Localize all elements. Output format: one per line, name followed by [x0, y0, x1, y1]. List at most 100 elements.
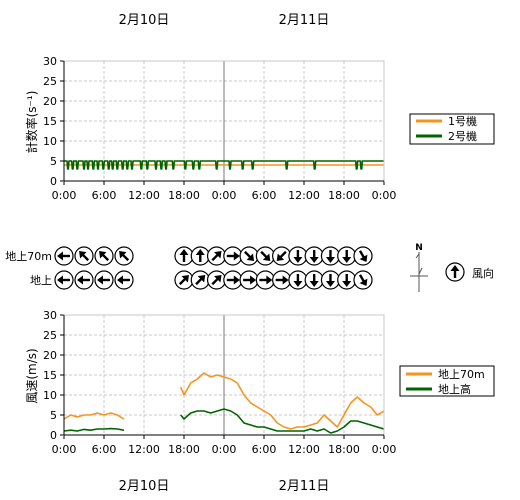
wind-arrow-upper	[190, 246, 210, 266]
legend-unit1-label: 1号機	[448, 114, 477, 128]
count-rate-xtick-label: 6:00	[252, 189, 277, 202]
wind-legend-arrow	[445, 262, 465, 282]
date-top-day1: 2月10日	[119, 13, 170, 28]
count-rate-ytick-label: 25	[43, 75, 57, 88]
wind-speed-series-1-line	[63, 427, 125, 432]
legend-70m-label: 地上70m	[438, 368, 485, 381]
wind-arrow-lower	[114, 270, 134, 290]
compass-north-mark	[415, 252, 423, 275]
wind-speed-ytick-label: 30	[43, 309, 57, 322]
wind-speed-xtick-label: 6:00	[92, 443, 117, 456]
wind-direction-legend-icon	[445, 262, 465, 282]
count-rate-series-1-line	[64, 160, 384, 170]
wind-speed-series-0-line	[179, 372, 385, 430]
wind-arrow-upper	[353, 246, 373, 266]
wind-speed-grid	[64, 314, 384, 435]
wind-arrow-lower	[239, 270, 259, 290]
wind-arrow-lower	[94, 270, 114, 290]
wind-speed-ytick-label: 5	[50, 409, 57, 422]
wind-speed-legend-box	[399, 365, 495, 397]
wind-speed-ytick-label: 0	[50, 429, 57, 442]
date-top-day2: 2月11日	[279, 13, 330, 28]
count-rate-legend-box	[409, 113, 495, 145]
wind-row-label-ground: 地上	[30, 274, 52, 287]
wind-speed-series-0-line	[63, 412, 125, 420]
wind-arrow-upper	[54, 246, 74, 266]
wind-arrow-upper	[94, 246, 114, 266]
wind-speed-axes: 0 5 10 15 20 25 30 0:00 6:00 12:00 18:00 0:00 6:00 12…	[43, 309, 396, 456]
count-rate-axes: 0 5 10 15 20 25 30 0:00 6:00 12:00 18:00 0:00 6:00 12…	[43, 55, 396, 202]
count-rate-xtick-label: 12:00	[128, 189, 160, 202]
wind-speed-xtick-label: 0:00	[52, 443, 77, 456]
wind-row-label-70m: 地上70m	[5, 250, 52, 263]
count-rate-ytick-label: 5	[50, 155, 57, 168]
wind-arrow-upper	[272, 246, 292, 266]
wind-speed-plot-area	[63, 372, 385, 434]
count-rate-xtick-label: 0:00	[52, 189, 77, 202]
wind-arrow-upper	[114, 246, 134, 266]
wind-arrow-lower	[272, 270, 292, 290]
count-rate-xtick-label: 0:00	[372, 189, 397, 202]
wind-speed-xtick-label: 0:00	[372, 443, 397, 456]
wind-speed-chart: 0 5 10 15 20 25 30 0:00 6:00 12:00 18:00 0:00 6:00 12…	[25, 309, 495, 456]
count-rate-grid	[64, 60, 384, 181]
wind-speed-xtick-label: 18:00	[328, 443, 360, 456]
wind-speed-xtick-label: 6:00	[252, 443, 277, 456]
count-rate-ytick-label: 15	[43, 115, 57, 128]
wind-speed-series-1-line	[180, 408, 385, 434]
wind-arrow-upper	[320, 246, 341, 266]
wind-speed-xtick-label: 0:00	[212, 443, 237, 456]
wind-arrow-lower	[223, 270, 243, 290]
wind-arrow-upper	[174, 246, 194, 266]
wind-arrow-lower	[174, 270, 194, 290]
wind-arrow-upper	[223, 246, 243, 266]
wind-arrow-upper	[337, 246, 357, 266]
date-bottom-day2: 2月11日	[279, 479, 330, 494]
date-bottom-day1: 2月10日	[119, 479, 170, 494]
compass-rose: N	[410, 243, 428, 292]
count-rate-ytick-label: 30	[43, 55, 57, 68]
wind-arrow-upper	[255, 246, 275, 266]
count-rate-chart: 0 5 10 15 20 25 30 0:00 6:00 12:00 18:00 0:00 6:00 12…	[24, 55, 495, 202]
wind-speed-legend: 地上70m 地上高	[399, 365, 495, 397]
wind-speed-ylabel: 風速(m/s)	[25, 348, 39, 403]
wind-speed-ytick-label: 20	[43, 349, 57, 362]
wind-arrow-lower	[54, 270, 74, 290]
wind-arrow-lower	[190, 270, 210, 290]
count-rate-ytick-label: 10	[43, 135, 57, 148]
wind-arrow-upper	[74, 246, 94, 266]
wind-arrow-upper	[239, 246, 259, 266]
count-rate-ytick-label: 0	[50, 175, 57, 188]
wind-speed-xtick-label: 18:00	[168, 443, 200, 456]
count-rate-xtick-label: 18:00	[168, 189, 200, 202]
wind-arrow-rows	[54, 246, 373, 290]
wind-arrow-lower	[353, 270, 373, 290]
count-rate-xtick-label: 6:00	[92, 189, 117, 202]
wind-direction-panel: 地上70m 地上 N 風向	[5, 243, 494, 292]
wind-arrow-lower	[255, 270, 275, 290]
wind-speed-xtick-label: 12:00	[128, 443, 160, 456]
legend-ground-label: 地上高	[438, 382, 471, 396]
wind-arrow-lower	[74, 270, 94, 290]
wind-arrow-lower	[304, 270, 324, 290]
wind-arrow-upper	[206, 246, 227, 266]
compass-north-label: N	[415, 243, 423, 253]
wind-speed-ytick-label: 15	[43, 369, 57, 382]
wind-arrow-lower	[206, 270, 227, 290]
wind-arrow-lower	[288, 270, 308, 290]
wind-arrow-lower	[337, 270, 357, 290]
wind-arrow-upper	[304, 246, 324, 266]
count-rate-legend: 1号機 2号機	[409, 113, 495, 145]
wind-speed-ytick-label: 10	[43, 389, 57, 402]
count-rate-plot-area	[64, 160, 384, 170]
legend-unit2-label: 2号機	[448, 129, 477, 143]
count-rate-ytick-label: 20	[43, 95, 57, 108]
wind-arrow-upper	[288, 246, 308, 266]
count-rate-ylabel: 計数率(s⁻¹)	[24, 91, 39, 154]
count-rate-xtick-label: 18:00	[328, 189, 360, 202]
count-rate-xtick-label: 12:00	[288, 189, 320, 202]
wind-arrow-lower	[320, 270, 341, 290]
count-rate-xtick-label: 0:00	[212, 189, 237, 202]
wind-speed-xtick-label: 12:00	[288, 443, 320, 456]
